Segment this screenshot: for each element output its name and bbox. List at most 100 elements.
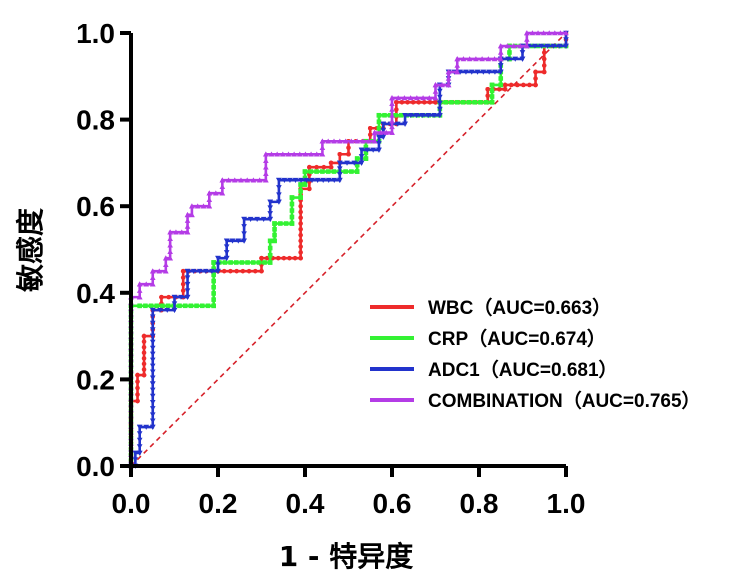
data-point-combination (377, 129, 384, 135)
data-point-combination (291, 151, 297, 157)
data-point-wbc (533, 76, 538, 81)
data-point-adc1 (395, 121, 401, 127)
data-point-adc1 (196, 268, 203, 274)
data-point-combination (395, 95, 402, 101)
tick-layer: 0.0 0.2 0.4 0.6 0.8 1.0 0.0 0.2 0.4 0.6 0.8 1.0 (76, 18, 585, 519)
data-point-combination (414, 95, 420, 101)
data-point-wbc (135, 372, 140, 378)
data-point-combination (319, 138, 326, 144)
data-point-combination (389, 129, 395, 135)
series-layer (128, 30, 569, 469)
data-point-combination (460, 56, 467, 62)
data-point-combination (524, 30, 530, 36)
data-point-adc1 (413, 112, 420, 119)
data-point-combination (371, 129, 378, 135)
data-point-wbc (259, 268, 264, 274)
data-point-wbc (298, 221, 303, 226)
data-point-adc1 (149, 339, 156, 345)
data-point-combination (184, 212, 191, 218)
data-point-wbc (328, 160, 334, 166)
data-point-wbc (541, 63, 547, 68)
data-point-crp (233, 260, 239, 265)
data-point-adc1 (281, 177, 288, 184)
data-point-crp (382, 112, 387, 118)
data-point-combination (432, 95, 439, 101)
data-point-adc1 (143, 424, 150, 430)
data-point-adc1 (149, 345, 156, 351)
data-point-combination (524, 43, 530, 49)
data-point-combination (308, 151, 314, 157)
data-point-adc1 (149, 418, 156, 424)
data-point-wbc (141, 333, 147, 339)
data-point-crp (211, 297, 216, 302)
data-point-adc1 (468, 69, 475, 75)
data-point-combination (557, 30, 564, 36)
data-point-adc1 (267, 199, 273, 205)
data-point-adc1 (267, 216, 273, 222)
data-point-wbc (180, 281, 186, 287)
data-point-combination (426, 95, 433, 101)
data-point-adc1 (431, 112, 437, 119)
data-point-crp (398, 112, 404, 118)
data-point-wbc (298, 209, 303, 215)
data-point-combination (439, 82, 445, 88)
data-point-combination (231, 177, 238, 183)
data-point-crp (320, 169, 325, 174)
data-point-combination (325, 138, 331, 144)
data-point-crp (354, 162, 360, 168)
data-point-wbc (427, 99, 433, 105)
data-point-combination (167, 255, 173, 261)
data-point-crp (466, 99, 472, 105)
data-point-adc1 (241, 216, 247, 222)
data-point-crp (325, 169, 331, 174)
data-point-crp (256, 260, 262, 265)
data-point-adc1 (331, 177, 338, 184)
data-point-combination (348, 138, 355, 144)
data-point-adc1 (497, 63, 504, 69)
data-point-wbc (298, 255, 303, 261)
data-point-wbc (298, 238, 303, 244)
legend: WBC（AUC=0.663） CRP（AUC=0.674） ADC1（AUC=0.6… (370, 296, 701, 412)
data-point-adc1 (457, 69, 463, 75)
data-point-wbc (180, 268, 186, 274)
data-point-combination (263, 177, 269, 183)
data-point-crp (211, 272, 216, 278)
data-point-wbc (141, 372, 147, 378)
data-point-combination (263, 151, 269, 157)
data-point-adc1 (149, 375, 156, 381)
x-tick-label: 0.2 (199, 488, 238, 519)
data-point-combination (389, 124, 395, 130)
data-point-combination (517, 43, 524, 49)
data-point-combination (454, 69, 461, 75)
data-point-adc1 (309, 177, 315, 184)
data-point-crp (472, 99, 477, 105)
data-point-adc1 (337, 166, 343, 172)
data-point-combination (200, 203, 207, 209)
data-point-crp (449, 99, 454, 105)
data-point-adc1 (209, 268, 215, 274)
data-point-adc1 (184, 281, 191, 287)
data-point-crp (302, 182, 308, 187)
data-point-crp (143, 303, 148, 309)
data-point-adc1 (314, 177, 321, 184)
data-point-adc1 (364, 147, 371, 153)
data-point-adc1 (358, 160, 365, 166)
data-point-adc1 (149, 357, 156, 363)
data-point-wbc (281, 255, 287, 261)
data-point-combination (167, 242, 173, 248)
data-point-crp (489, 94, 495, 99)
data-point-adc1 (149, 363, 156, 369)
data-point-adc1 (136, 424, 143, 430)
data-point-adc1 (505, 56, 511, 62)
data-point-crp (454, 99, 460, 105)
legend-label-wbc: WBC（AUC=0.663） (428, 296, 611, 319)
data-point-crp (272, 226, 277, 232)
data-point-wbc (394, 107, 399, 112)
data-point-crp (205, 303, 211, 309)
data-point-combination (383, 129, 389, 135)
data-point-adc1 (149, 351, 156, 357)
data-point-combination (563, 30, 569, 36)
data-point-crp (376, 112, 382, 118)
data-point-adc1 (325, 177, 332, 184)
data-point-crp (314, 169, 319, 174)
